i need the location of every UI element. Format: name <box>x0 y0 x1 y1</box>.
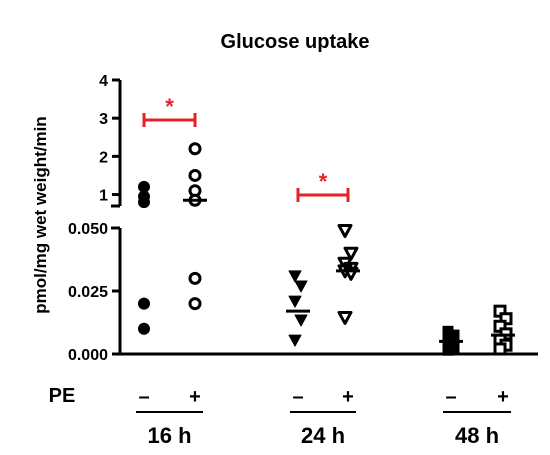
data-point <box>188 168 202 182</box>
significance-markers: ** <box>142 94 350 202</box>
group-time-label: 16 h <box>147 423 191 448</box>
pe-sign: + <box>342 386 354 408</box>
pe-sign: – <box>138 386 149 408</box>
data-point <box>188 297 202 311</box>
data-point <box>138 297 150 310</box>
y-tick-label: 4 <box>99 73 108 90</box>
data-point <box>288 270 302 283</box>
data-point <box>294 314 308 327</box>
data-point <box>337 310 353 325</box>
x-axis-categories: – +16 h – +24 h – +48 h PE <box>49 385 511 448</box>
chart-title: Glucose uptake <box>221 31 370 53</box>
data-point <box>442 344 454 356</box>
group-time-label: 24 h <box>301 423 345 448</box>
significance-star: * <box>319 169 328 194</box>
y-tick-label: 0.000 <box>68 347 108 364</box>
data-point <box>288 295 302 308</box>
y-tick-label: 1 <box>99 188 108 205</box>
y-tick-label: 0.050 <box>68 221 108 238</box>
axes: 1 2 3 4 0.000 0.025 0.050 <box>68 73 538 364</box>
pe-sign: – <box>292 386 303 408</box>
pe-sign: – <box>445 386 456 408</box>
data-point <box>188 271 202 285</box>
data-point <box>343 246 359 261</box>
data-point <box>288 334 302 347</box>
pe-sign: + <box>497 386 509 408</box>
data-point <box>138 322 150 335</box>
mean-lines <box>183 198 515 343</box>
data-point <box>188 142 202 156</box>
y-tick-label: 2 <box>99 149 108 166</box>
pe-factor-label: PE <box>49 385 76 407</box>
data-point <box>138 196 150 209</box>
y-tick-label: 3 <box>99 111 108 128</box>
data-point <box>294 280 308 293</box>
y-axis-label: pmol/mg wet weight/min <box>31 116 50 313</box>
data-point <box>337 224 353 239</box>
group-time-label: 48 h <box>455 423 499 448</box>
significance-star: * <box>165 94 174 119</box>
pe-sign: + <box>189 386 201 408</box>
y-tick-label: 0.025 <box>68 284 108 301</box>
data-point <box>493 342 507 356</box>
